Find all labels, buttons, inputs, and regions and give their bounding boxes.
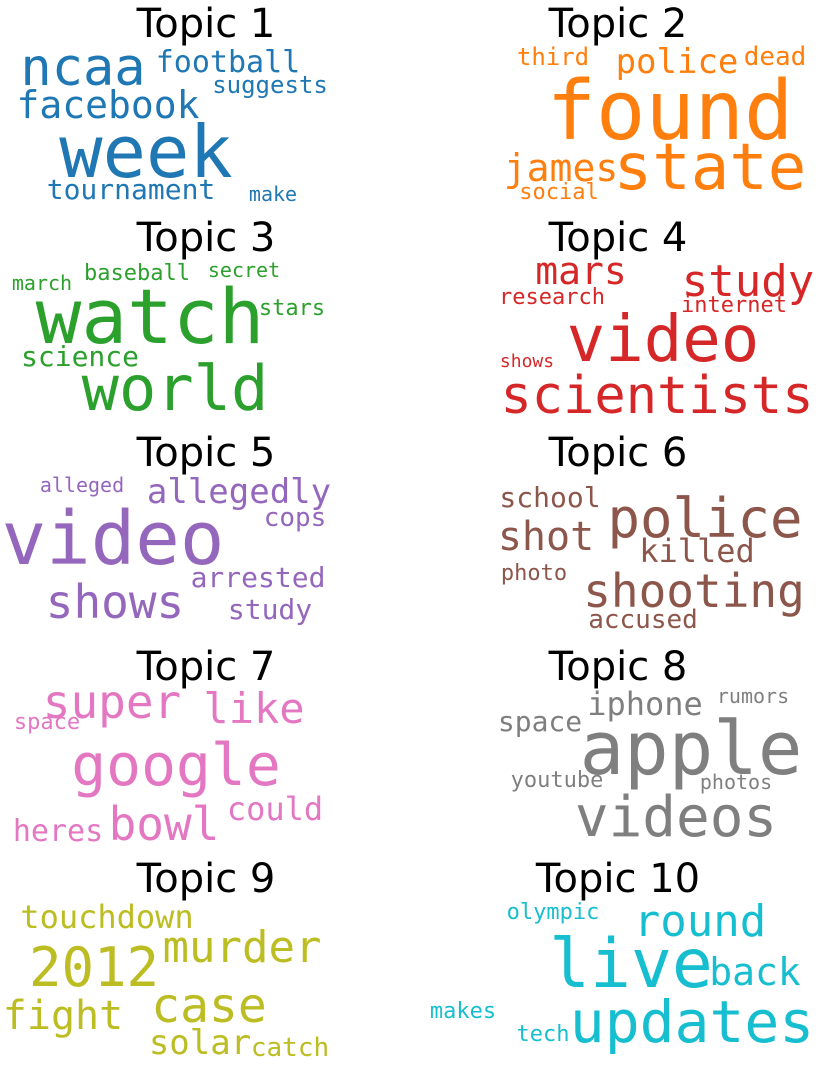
cloud-word: round (633, 896, 767, 947)
cloud-word: shooting (583, 564, 805, 618)
topic-panel: Topic 2 found state police james third dead soc… (412, 0, 824, 214)
topic-title: Topic 8 (548, 644, 688, 690)
cloud-word: shows (45, 575, 185, 629)
cloud-word: case (151, 978, 267, 1034)
topic-title: Topic 5 (136, 430, 276, 476)
topic-panel: Topic 1 week ncaa facebook football tournamen… (0, 0, 412, 214)
topic-title: Topic 3 (136, 215, 276, 261)
cloud-word: could (226, 790, 324, 828)
cloud-word: week (59, 110, 233, 194)
cloud-word: youtube (510, 768, 604, 793)
cloud-word: found (546, 64, 794, 159)
cloud-word: world (81, 352, 269, 425)
cloud-word: internet (681, 293, 787, 318)
cloud-word: stars (258, 296, 326, 321)
cloud-word: tech (516, 1022, 570, 1047)
cloud-word: photo (500, 561, 568, 586)
cloud-word: police (607, 487, 803, 550)
topic-panel: Topic 3 watch world science baseball march sec… (0, 214, 412, 428)
topic-title: Topic 10 (535, 856, 701, 902)
cloud-word: live (549, 925, 713, 1004)
topic-panel: Topic 4 video scientists study mars research i… (412, 214, 824, 428)
cloud-word: space (13, 710, 81, 735)
cloud-word: iphone (587, 685, 703, 723)
cloud-word: ncaa (20, 38, 146, 98)
cloud-word: rumors (716, 684, 790, 708)
topic-panel: Topic 8 apple videos iphone space youtube rumo… (412, 642, 824, 856)
cloud-word: catch (250, 1033, 330, 1063)
topic-title: Topic 6 (548, 430, 688, 476)
cloud-word: study (227, 593, 313, 626)
cloud-word: heres (12, 814, 104, 849)
topic-title: Topic 1 (136, 1, 276, 47)
cloud-word: scientists (500, 366, 814, 426)
cloud-word: solar (148, 1023, 252, 1063)
topic-panel: Topic 10 live updates round back olympic makes… (412, 856, 824, 1070)
cloud-word: tournament (46, 173, 216, 206)
cloud-word: research (499, 285, 605, 310)
topic-panel: Topic 5 video shows allegedly arrested study c… (0, 428, 412, 642)
cloud-word: arrested (190, 561, 326, 594)
cloud-word: football (155, 45, 301, 80)
cloud-word: apple (579, 706, 803, 792)
cloud-word: dead (743, 42, 807, 72)
cloud-word: science (20, 340, 140, 373)
cloud-word: james (503, 146, 619, 190)
cloud-word: 2012 (28, 936, 160, 999)
cloud-word: suggests (212, 71, 328, 99)
cloud-word: fight (2, 993, 124, 1039)
cloud-word: social (519, 180, 599, 205)
cloud-word: watch (35, 272, 265, 361)
cloud-word: super (42, 675, 182, 729)
cloud-word: videos (574, 785, 778, 850)
cloud-word: bowl (108, 797, 220, 851)
topic-panel: Topic 7 google super bowl like could heres spac… (0, 642, 412, 856)
cloud-word: like (203, 684, 305, 733)
cloud-word: third (516, 43, 590, 71)
cloud-word: shot (497, 514, 595, 560)
cloud-word: school (499, 481, 601, 514)
cloud-word: google (71, 731, 281, 799)
cloud-word: touchdown (20, 898, 194, 936)
topic-panel: Topic 9 2012 murder case fight touchdown solar… (0, 856, 412, 1070)
cloud-word: alleged (39, 473, 125, 497)
topic-title: Topic 9 (136, 856, 276, 902)
cloud-word: space (497, 705, 583, 738)
cloud-word: accused (588, 605, 698, 635)
cloud-word: olympic (506, 900, 600, 925)
cloud-word: cops (263, 503, 327, 533)
topic-panel: Topic 6 police shooting shot killed school acc… (412, 428, 824, 642)
cloud-word: killed (639, 532, 755, 570)
cloud-word: photos (699, 770, 773, 794)
cloud-word: study (681, 256, 815, 307)
cloud-word: baseball (84, 261, 190, 286)
cloud-word: march (11, 271, 73, 295)
cloud-word: make (248, 182, 298, 206)
cloud-word: facebook (16, 83, 200, 127)
cloud-word: mars (535, 249, 627, 293)
cloud-word: updates (569, 988, 815, 1056)
cloud-word: police (615, 42, 739, 82)
cloud-word: back (709, 950, 801, 994)
cloud-word: murder (162, 922, 322, 973)
cloud-word: makes (429, 999, 497, 1024)
cloud-word: video (566, 303, 760, 377)
cloud-word: secret (207, 258, 281, 282)
cloud-word: shows (499, 351, 555, 372)
topic-title: Topic 4 (548, 215, 688, 261)
topic-title: Topic 2 (548, 1, 688, 47)
cloud-word: allegedly (146, 472, 332, 512)
topic-title: Topic 7 (136, 644, 276, 690)
cloud-word: state (613, 131, 807, 205)
cloud-word: video (1, 496, 225, 582)
